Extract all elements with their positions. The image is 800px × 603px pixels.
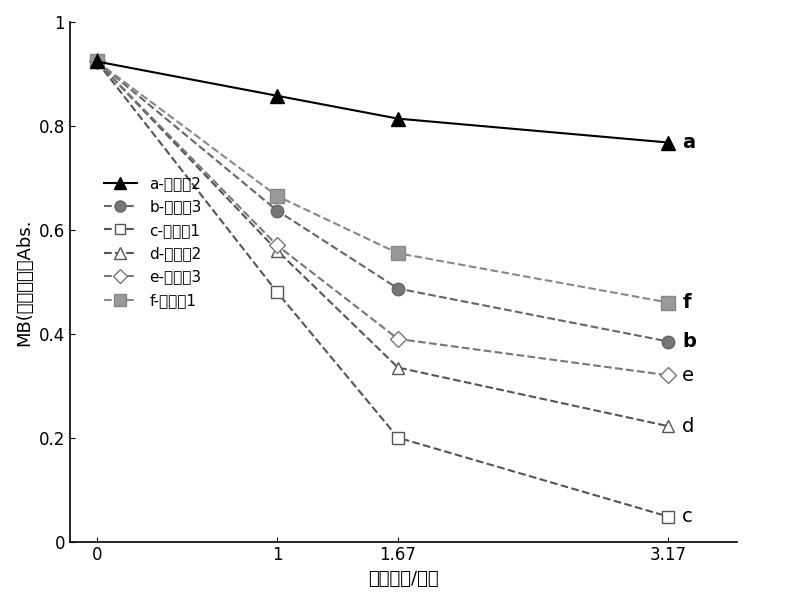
- Line: b-对比例3: b-对比例3: [90, 55, 674, 348]
- f-对比例1: [393, 250, 402, 257]
- f-对比例1: [664, 299, 674, 306]
- c-实施例1: [272, 289, 282, 296]
- Legend: a-对比例2, b-对比例3, c-实施例1, d-实施例2, e-实施例3, f-对比例1: a-对比例2, b-对比例3, c-实施例1, d-实施例2, e-实施例3, …: [98, 170, 208, 314]
- c-实施例1: [393, 434, 402, 441]
- Line: e-实施例3: e-实施例3: [91, 56, 674, 381]
- a-对比例2: [92, 58, 102, 65]
- d-实施例2: [272, 247, 282, 254]
- d-实施例2: [92, 58, 102, 65]
- Y-axis label: MB(亚甲基蓝）Abs.: MB(亚甲基蓝）Abs.: [15, 218, 33, 346]
- d-实施例2: [664, 423, 674, 430]
- Text: a: a: [682, 133, 695, 152]
- Line: f-对比例1: f-对比例1: [90, 54, 675, 309]
- Line: c-实施例1: c-实施例1: [91, 56, 674, 522]
- e-实施例3: [393, 335, 402, 343]
- Line: a-对比例2: a-对比例2: [90, 54, 675, 150]
- Text: d: d: [682, 417, 694, 436]
- Line: d-实施例2: d-实施例2: [90, 55, 674, 432]
- b-对比例3: [92, 58, 102, 65]
- a-对比例2: [393, 115, 402, 122]
- b-对比例3: [272, 207, 282, 214]
- b-对比例3: [393, 285, 402, 292]
- f-对比例1: [272, 192, 282, 200]
- b-对比例3: [664, 338, 674, 345]
- a-对比例2: [272, 92, 282, 99]
- e-实施例3: [272, 242, 282, 249]
- Text: b: b: [682, 332, 696, 351]
- X-axis label: 光照时间/小时: 光照时间/小时: [368, 570, 438, 588]
- e-实施例3: [92, 58, 102, 65]
- a-对比例2: [664, 139, 674, 146]
- d-实施例2: [393, 364, 402, 371]
- e-实施例3: [664, 371, 674, 379]
- Text: c: c: [682, 507, 693, 526]
- Text: e: e: [682, 366, 694, 385]
- Text: f: f: [682, 293, 691, 312]
- c-实施例1: [664, 513, 674, 520]
- c-实施例1: [92, 58, 102, 65]
- f-对比例1: [92, 58, 102, 65]
